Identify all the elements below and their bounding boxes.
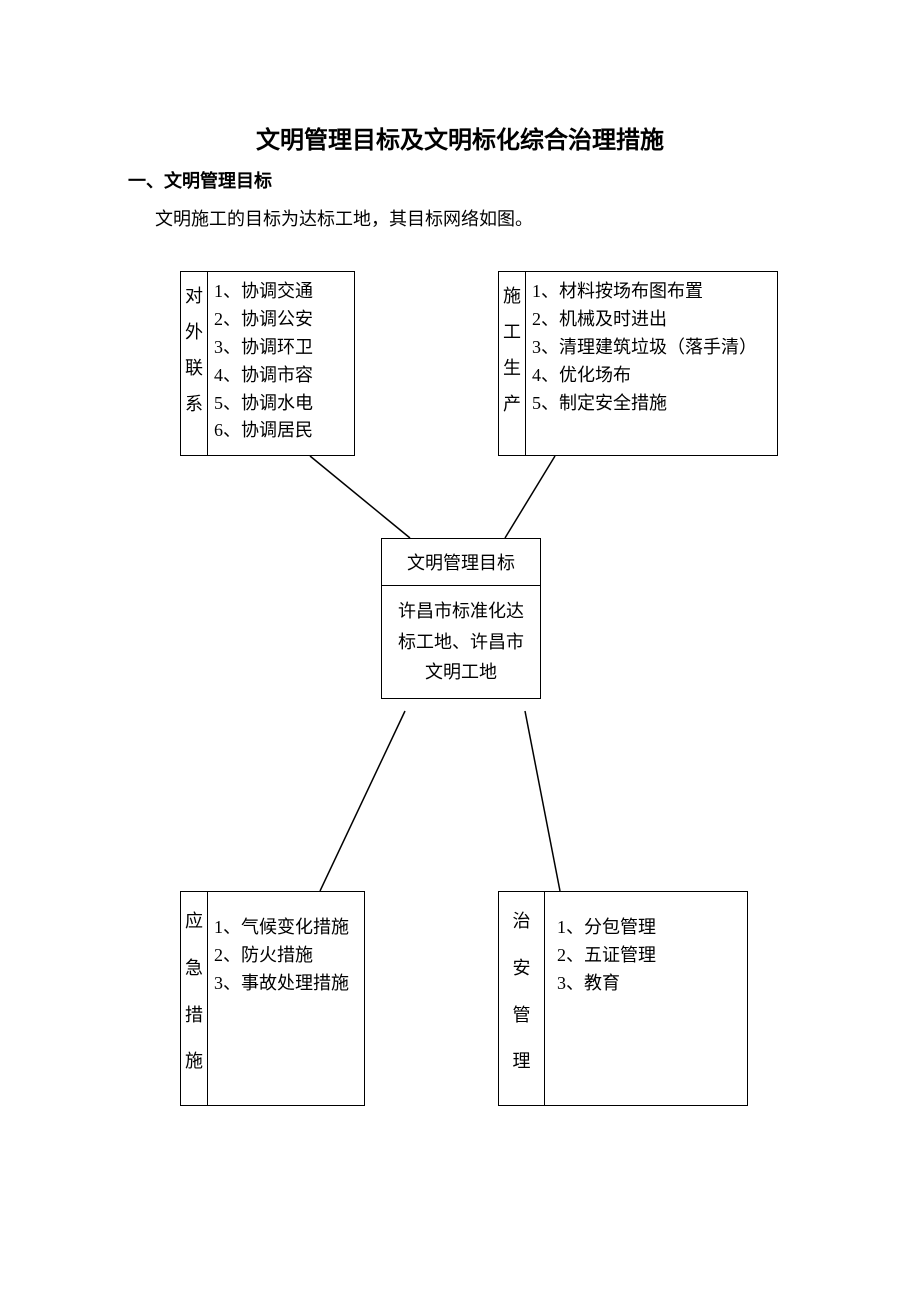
page-title: 文明管理目标及文明标化综合治理措施 bbox=[0, 0, 920, 155]
edge-br bbox=[525, 711, 560, 891]
node-label-emergency: 应 急 措 施 bbox=[181, 892, 208, 1105]
node-emergency: 应 急 措 施 1、气候变化措施 2、防火措施 3、事故处理措施 bbox=[180, 891, 365, 1106]
node-label-production: 施 工 生 产 bbox=[499, 272, 526, 455]
section-heading: 一、文明管理目标 bbox=[0, 155, 920, 193]
node-security: 治 安 管 理 1、分包管理 2、五证管理 3、教育 bbox=[498, 891, 748, 1106]
edge-tl bbox=[310, 456, 410, 538]
node-items-emergency: 1、气候变化措施 2、防火措施 3、事故处理措施 bbox=[208, 892, 364, 1105]
node-production: 施 工 生 产 1、材料按场布图布置 2、机械及时进出 3、清理建筑垃圾（落手清… bbox=[498, 271, 778, 456]
intro-text: 文明施工的目标为达标工地，其目标网络如图。 bbox=[0, 193, 920, 231]
node-external-liaison: 对 外 联 系 1、协调交通 2、协调公安 3、协调环卫 4、协调市容 5、协调… bbox=[180, 271, 355, 456]
edge-bl bbox=[320, 711, 405, 891]
node-center-goal: 文明管理目标 许昌市标准化达标工地、许昌市文明工地 bbox=[381, 538, 541, 699]
node-items-security: 1、分包管理 2、五证管理 3、教育 bbox=[545, 892, 747, 1105]
node-items-external: 1、协调交通 2、协调公安 3、协调环卫 4、协调市容 5、协调水电 6、协调居… bbox=[208, 272, 354, 455]
node-items-production: 1、材料按场布图布置 2、机械及时进出 3、清理建筑垃圾（落手清） 4、优化场布… bbox=[526, 272, 777, 455]
goal-network-diagram: 对 外 联 系 1、协调交通 2、协调公安 3、协调环卫 4、协调市容 5、协调… bbox=[0, 231, 920, 1231]
node-label-security: 治 安 管 理 bbox=[499, 892, 545, 1105]
edge-tr bbox=[505, 456, 555, 538]
center-body: 许昌市标准化达标工地、许昌市文明工地 bbox=[382, 586, 540, 698]
node-label-external: 对 外 联 系 bbox=[181, 272, 208, 455]
center-title: 文明管理目标 bbox=[382, 539, 540, 586]
connector-lines bbox=[0, 231, 920, 1231]
